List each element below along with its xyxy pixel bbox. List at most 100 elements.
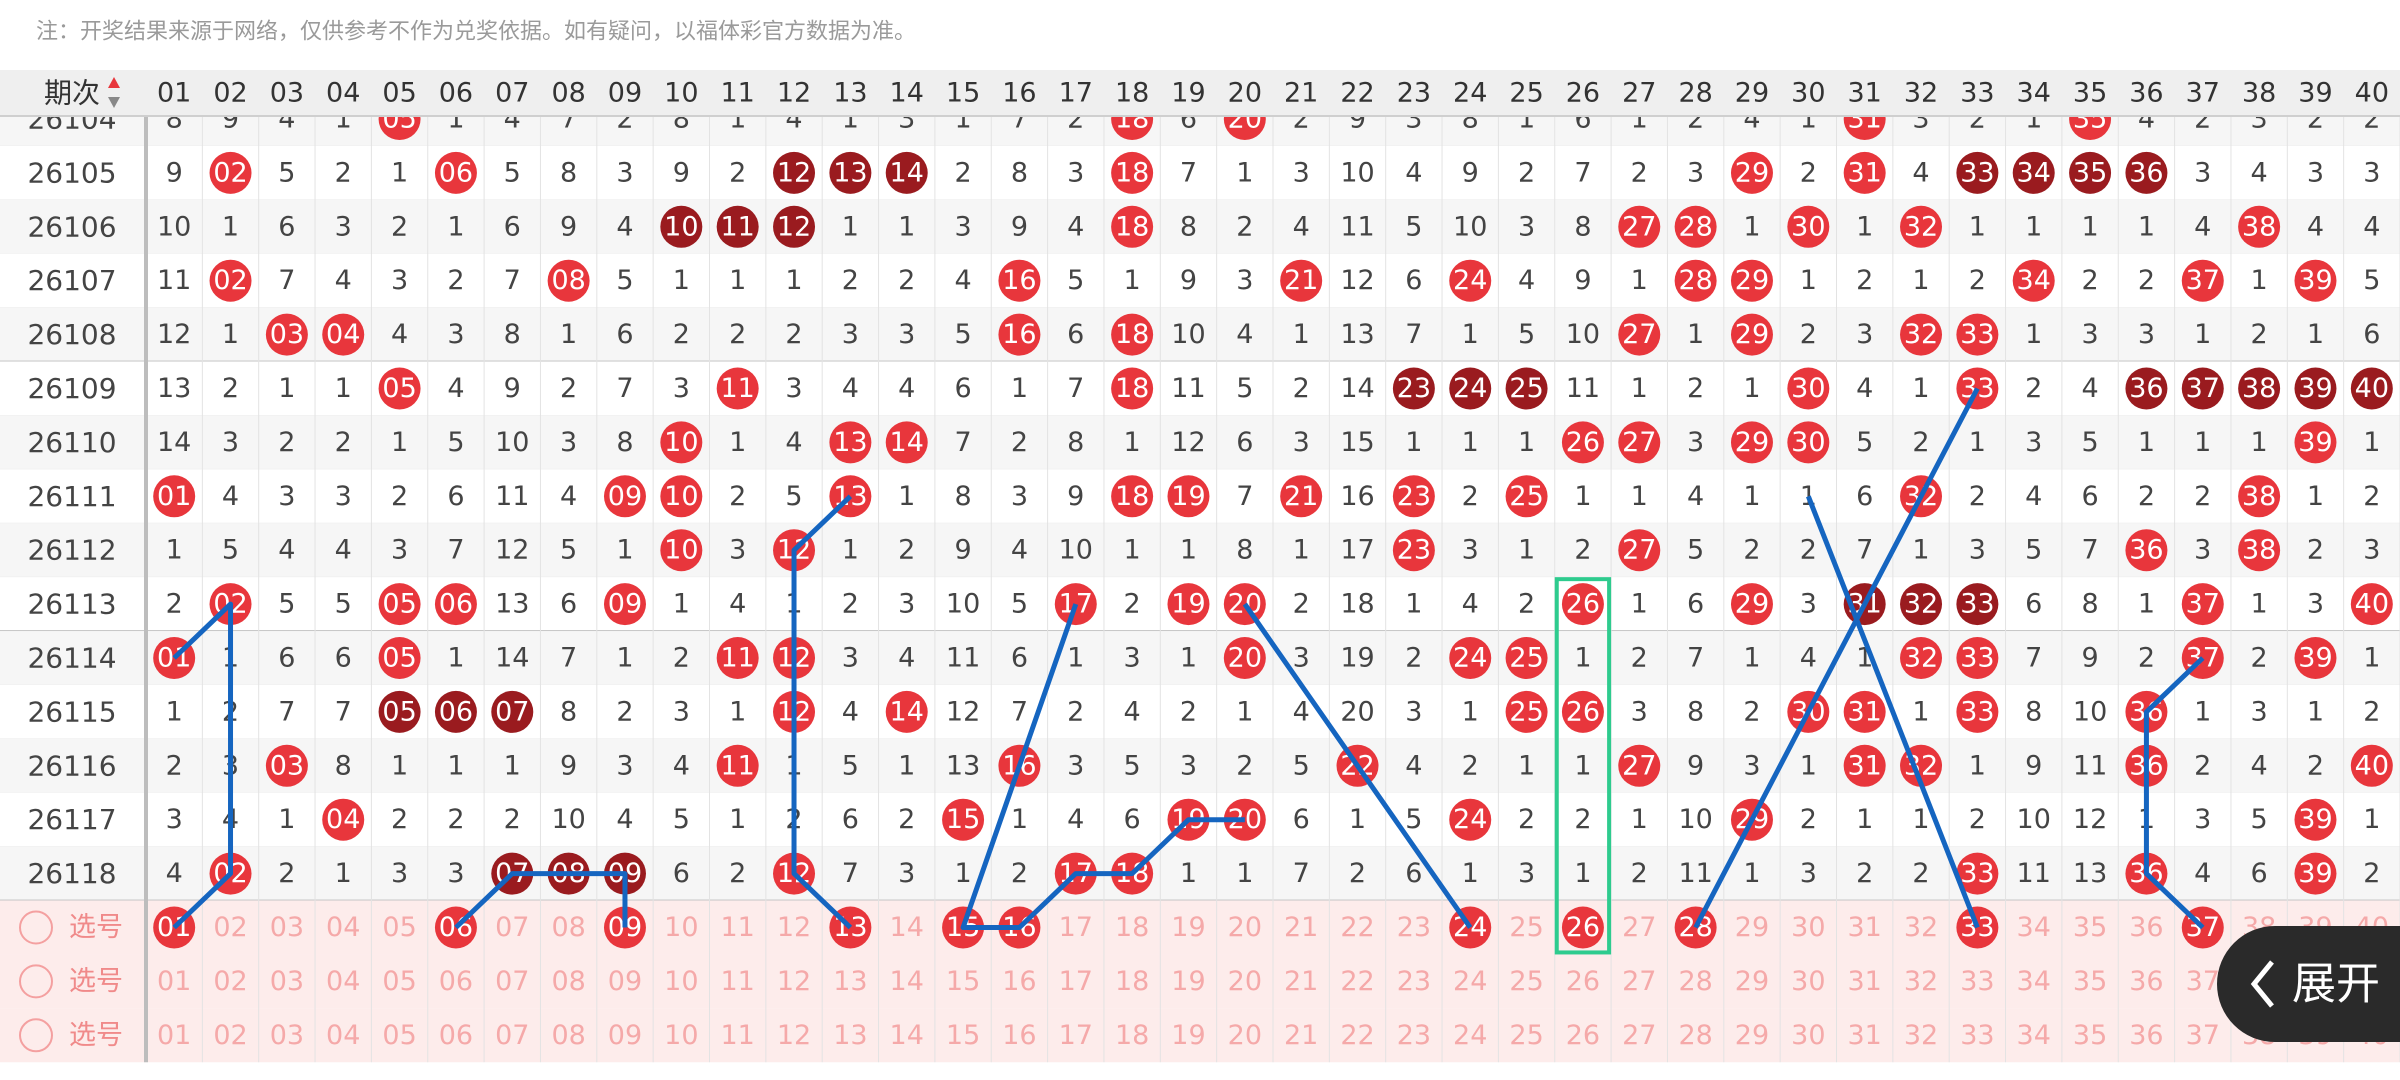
select-number[interactable]: 31 bbox=[1847, 966, 1881, 997]
select-number[interactable]: 22 bbox=[1340, 966, 1374, 997]
select-number[interactable]: 20 bbox=[1228, 966, 1262, 997]
select-number[interactable]: 21 bbox=[1284, 912, 1318, 943]
select-number[interactable]: 31 bbox=[1847, 1020, 1881, 1051]
select-number[interactable]: 14 bbox=[890, 912, 924, 943]
select-number[interactable]: 19 bbox=[1171, 912, 1205, 943]
select-number[interactable]: 05 bbox=[382, 912, 416, 943]
select-number[interactable]: 29 bbox=[1735, 1020, 1769, 1051]
select-number[interactable]: 33 bbox=[1960, 966, 1994, 997]
select-number[interactable]: 20 bbox=[1228, 1020, 1262, 1051]
select-number[interactable]: 09 bbox=[608, 1020, 642, 1051]
select-radio[interactable] bbox=[19, 1018, 53, 1053]
select-number[interactable]: 03 bbox=[270, 966, 304, 997]
select-number[interactable]: 15 bbox=[946, 966, 980, 997]
expand-button[interactable]: 展开 bbox=[2217, 926, 2400, 1042]
select-number[interactable]: 05 bbox=[382, 1020, 416, 1051]
select-number[interactable]: 34 bbox=[2017, 1020, 2051, 1051]
select-number[interactable]: 25 bbox=[1509, 912, 1543, 943]
button-bg[interactable] bbox=[2217, 926, 2400, 1042]
select-number[interactable]: 36 bbox=[2129, 966, 2163, 997]
select-number[interactable]: 14 bbox=[890, 1020, 924, 1051]
select-number[interactable]: 07 bbox=[495, 1020, 529, 1051]
select-number[interactable]: 03 bbox=[270, 912, 304, 943]
select-number[interactable]: 07 bbox=[495, 912, 529, 943]
select-number[interactable]: 17 bbox=[1059, 1020, 1093, 1051]
select-number[interactable]: 36 bbox=[2129, 1020, 2163, 1051]
select-number[interactable]: 19 bbox=[1171, 1020, 1205, 1051]
picked-number[interactable]: 26 bbox=[1566, 912, 1600, 943]
select-number[interactable]: 35 bbox=[2073, 1020, 2107, 1051]
select-number[interactable]: 35 bbox=[2073, 912, 2107, 943]
select-number[interactable]: 08 bbox=[551, 912, 585, 943]
chevron[interactable] bbox=[2250, 960, 2274, 1008]
select-number[interactable]: 28 bbox=[1678, 966, 1712, 997]
select-number[interactable]: 37 bbox=[2186, 1020, 2220, 1051]
select-number[interactable]: 14 bbox=[890, 966, 924, 997]
select-number[interactable]: 29 bbox=[1735, 966, 1769, 997]
select-number[interactable]: 05 bbox=[382, 966, 416, 997]
select-number[interactable]: 10 bbox=[664, 966, 698, 997]
select-number[interactable]: 09 bbox=[608, 966, 642, 997]
select-number[interactable]: 01 bbox=[157, 966, 191, 997]
period-header[interactable]: 期次 bbox=[44, 77, 100, 110]
select-number[interactable]: 31 bbox=[1847, 912, 1881, 943]
select-number[interactable]: 02 bbox=[213, 912, 247, 943]
select-number[interactable]: 25 bbox=[1509, 966, 1543, 997]
select-number[interactable]: 16 bbox=[1002, 966, 1036, 997]
select-number[interactable]: 21 bbox=[1284, 1020, 1318, 1051]
select-number[interactable]: 26 bbox=[1566, 966, 1600, 997]
select-number[interactable]: 01 bbox=[157, 1020, 191, 1051]
select-number[interactable]: 12 bbox=[777, 1020, 811, 1051]
select-number[interactable]: 36 bbox=[2129, 912, 2163, 943]
select-number[interactable]: 08 bbox=[551, 966, 585, 997]
select-number[interactable]: 20 bbox=[1228, 912, 1262, 943]
select-number[interactable]: 30 bbox=[1791, 1020, 1825, 1051]
select-number[interactable]: 18 bbox=[1115, 912, 1149, 943]
select-number[interactable]: 34 bbox=[2017, 912, 2051, 943]
select-number[interactable]: 17 bbox=[1059, 912, 1093, 943]
select-number[interactable]: 18 bbox=[1115, 1020, 1149, 1051]
select-number[interactable]: 27 bbox=[1622, 912, 1656, 943]
select-number[interactable]: 13 bbox=[833, 1020, 867, 1051]
select-number[interactable]: 02 bbox=[213, 966, 247, 997]
select-number[interactable]: 06 bbox=[439, 1020, 473, 1051]
select-number[interactable]: 15 bbox=[946, 1020, 980, 1051]
select-radio[interactable] bbox=[19, 964, 53, 999]
select-number[interactable]: 11 bbox=[720, 1020, 754, 1051]
select-number[interactable]: 12 bbox=[777, 966, 811, 997]
select-number[interactable]: 34 bbox=[2017, 966, 2051, 997]
select-number[interactable]: 27 bbox=[1622, 966, 1656, 997]
select-number[interactable]: 19 bbox=[1171, 966, 1205, 997]
select-number[interactable]: 13 bbox=[833, 966, 867, 997]
select-number[interactable]: 24 bbox=[1453, 966, 1487, 997]
select-number[interactable]: 35 bbox=[2073, 966, 2107, 997]
select-number[interactable]: 22 bbox=[1340, 912, 1374, 943]
select-number[interactable]: 23 bbox=[1397, 912, 1431, 943]
select-number[interactable]: 32 bbox=[1904, 912, 1938, 943]
select-number[interactable]: 04 bbox=[326, 912, 360, 943]
select-number[interactable]: 25 bbox=[1509, 1020, 1543, 1051]
select-number[interactable]: 26 bbox=[1566, 1020, 1600, 1051]
select-number[interactable]: 28 bbox=[1678, 1020, 1712, 1051]
select-number[interactable]: 32 bbox=[1904, 1020, 1938, 1051]
sort-down[interactable] bbox=[108, 97, 120, 108]
select-number[interactable]: 16 bbox=[1002, 1020, 1036, 1051]
select-number[interactable]: 22 bbox=[1340, 1020, 1374, 1051]
select-number[interactable]: 11 bbox=[720, 966, 754, 997]
picked-ball[interactable] bbox=[1561, 906, 1604, 949]
select-number[interactable]: 37 bbox=[2186, 966, 2220, 997]
select-number[interactable]: 27 bbox=[1622, 1020, 1656, 1051]
select-number[interactable]: 33 bbox=[1960, 1020, 1994, 1051]
select-number[interactable]: 04 bbox=[326, 1020, 360, 1051]
select-number[interactable]: 06 bbox=[439, 966, 473, 997]
select-number[interactable]: 30 bbox=[1791, 966, 1825, 997]
select-radio[interactable] bbox=[19, 910, 53, 945]
select-number[interactable]: 24 bbox=[1453, 1020, 1487, 1051]
select-number[interactable]: 03 bbox=[270, 1020, 304, 1051]
select-number[interactable]: 30 bbox=[1791, 912, 1825, 943]
select-number[interactable]: 23 bbox=[1397, 1020, 1431, 1051]
select-number[interactable]: 18 bbox=[1115, 966, 1149, 997]
select-number[interactable]: 23 bbox=[1397, 966, 1431, 997]
select-number[interactable]: 02 bbox=[213, 1020, 247, 1051]
sort-up[interactable] bbox=[108, 77, 120, 88]
